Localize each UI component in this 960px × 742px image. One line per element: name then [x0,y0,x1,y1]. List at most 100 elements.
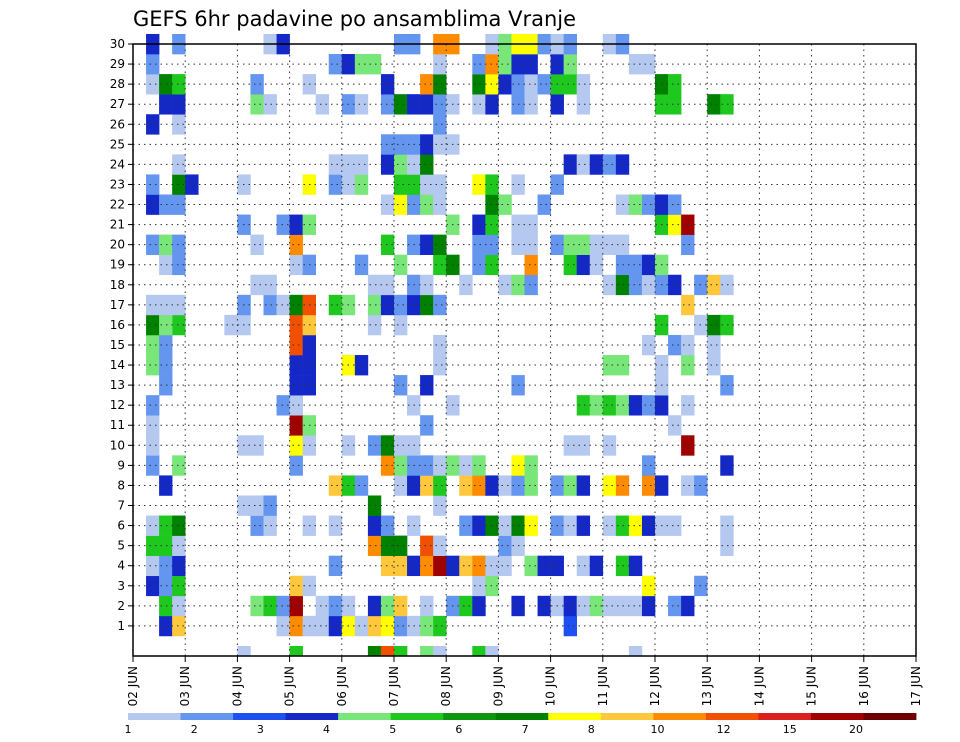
heatmap-cell [380,94,395,115]
y-tick-label: 22 [110,198,125,212]
heatmap-cell [289,595,303,617]
heatmap-cell [707,334,721,356]
heatmap-cell [159,575,173,597]
heatmap-cell [720,274,734,296]
heatmap-cell [485,645,499,656]
heatmap-cell [380,134,395,155]
heatmap-cell [668,74,682,95]
heatmap-cell [146,455,160,476]
heatmap-cell [354,154,369,175]
heatmap-cell [146,174,160,195]
heatmap-cell [146,355,160,376]
heatmap-cell [394,194,408,215]
heatmap-cell [172,595,186,617]
heatmap-cell [289,234,303,255]
heatmap-cell [159,254,173,276]
heatmap-cell [681,595,695,617]
legend-label: 2 [191,723,198,736]
heatmap-cell [668,94,682,115]
heatmap-cell [602,274,617,296]
heatmap-cell [354,254,369,276]
heatmap-cell [472,174,486,195]
heatmap-cell [380,645,395,656]
legend-swatch [600,713,654,720]
heatmap-cell [146,74,160,95]
heatmap-cell [420,455,434,476]
heatmap-cell [354,174,369,195]
heatmap-cell [237,645,251,656]
heatmap-cell [524,234,538,255]
heatmap-cell [524,94,538,115]
heatmap-cell [394,435,408,456]
gridlines [133,43,916,656]
heatmap-cell [707,314,721,336]
heatmap-cell [681,395,695,416]
heatmap-cell [250,435,264,456]
heatmap-cell [159,334,173,356]
heatmap-cell [472,94,486,115]
x-tick-label: 11 JUN [596,666,610,706]
heatmap-cell [485,74,499,95]
legend-label: 20 [849,723,863,736]
heatmap-cell [563,515,577,536]
heatmap-cell [172,555,186,577]
heatmap-cell [576,555,591,577]
heatmap-cell [146,54,160,75]
heatmap-cell [602,435,617,456]
legend-label: 8 [588,723,595,736]
heatmap-cell [394,555,408,577]
heatmap-cell [328,595,343,617]
heatmap-cell [433,254,447,276]
heatmap-cell [250,94,264,115]
heatmap-cell [289,254,303,276]
heatmap-cell [576,254,591,276]
legend-swatch [758,713,812,720]
heatmap-cell [641,595,656,617]
heatmap-cell [472,475,486,496]
heatmap-cell [315,615,330,637]
heatmap-cell [159,615,173,637]
heatmap-cell [433,234,447,255]
x-tick-label: 12 JUN [648,666,662,706]
heatmap-cell [263,495,277,516]
heatmap-cell [289,355,303,376]
heatmap-cell [289,375,303,396]
heatmap-cell [707,274,721,296]
heatmap-cell [472,74,486,95]
heatmap-cell [289,415,303,436]
heatmap-cell [433,94,447,115]
heatmap-cell [250,234,264,255]
heatmap-cell [146,435,160,456]
heatmap-cell [524,54,538,75]
y-tick-label: 1 [117,619,125,633]
heatmap-cell [159,74,173,95]
heatmap-cell [276,214,290,235]
heatmap-cell [420,294,434,316]
heatmap-cell [380,515,395,536]
heatmap-cell [380,294,395,316]
legend-swatch [810,713,864,720]
heatmap-cell [146,555,160,577]
heatmap-cell [380,194,395,215]
chart-title: GEFS 6hr padavine po ansamblima Vranje [133,7,576,31]
heatmap-cell [498,274,512,296]
x-tick-label: 02 JUN [126,666,140,706]
heatmap-cell [159,234,173,255]
heatmap-cell [563,435,577,456]
heatmap-cell [459,515,473,536]
heatmap-cell [563,475,577,496]
y-tick-label: 16 [110,318,125,332]
legend-label: 4 [323,723,330,736]
heatmap-cell [433,74,447,95]
legend-label: 12 [717,723,731,736]
heatmap-cell [498,535,512,556]
y-tick-label: 30 [110,37,125,51]
heatmap-cell [524,74,538,95]
heatmap-cell [354,475,369,496]
x-tick-label: 15 JUN [805,666,819,706]
heatmap-cell [420,415,434,436]
y-tick-label: 29 [110,57,125,71]
heatmap-cell [433,495,447,516]
legend-label: 1 [125,723,132,736]
heatmap-cell [498,515,512,536]
